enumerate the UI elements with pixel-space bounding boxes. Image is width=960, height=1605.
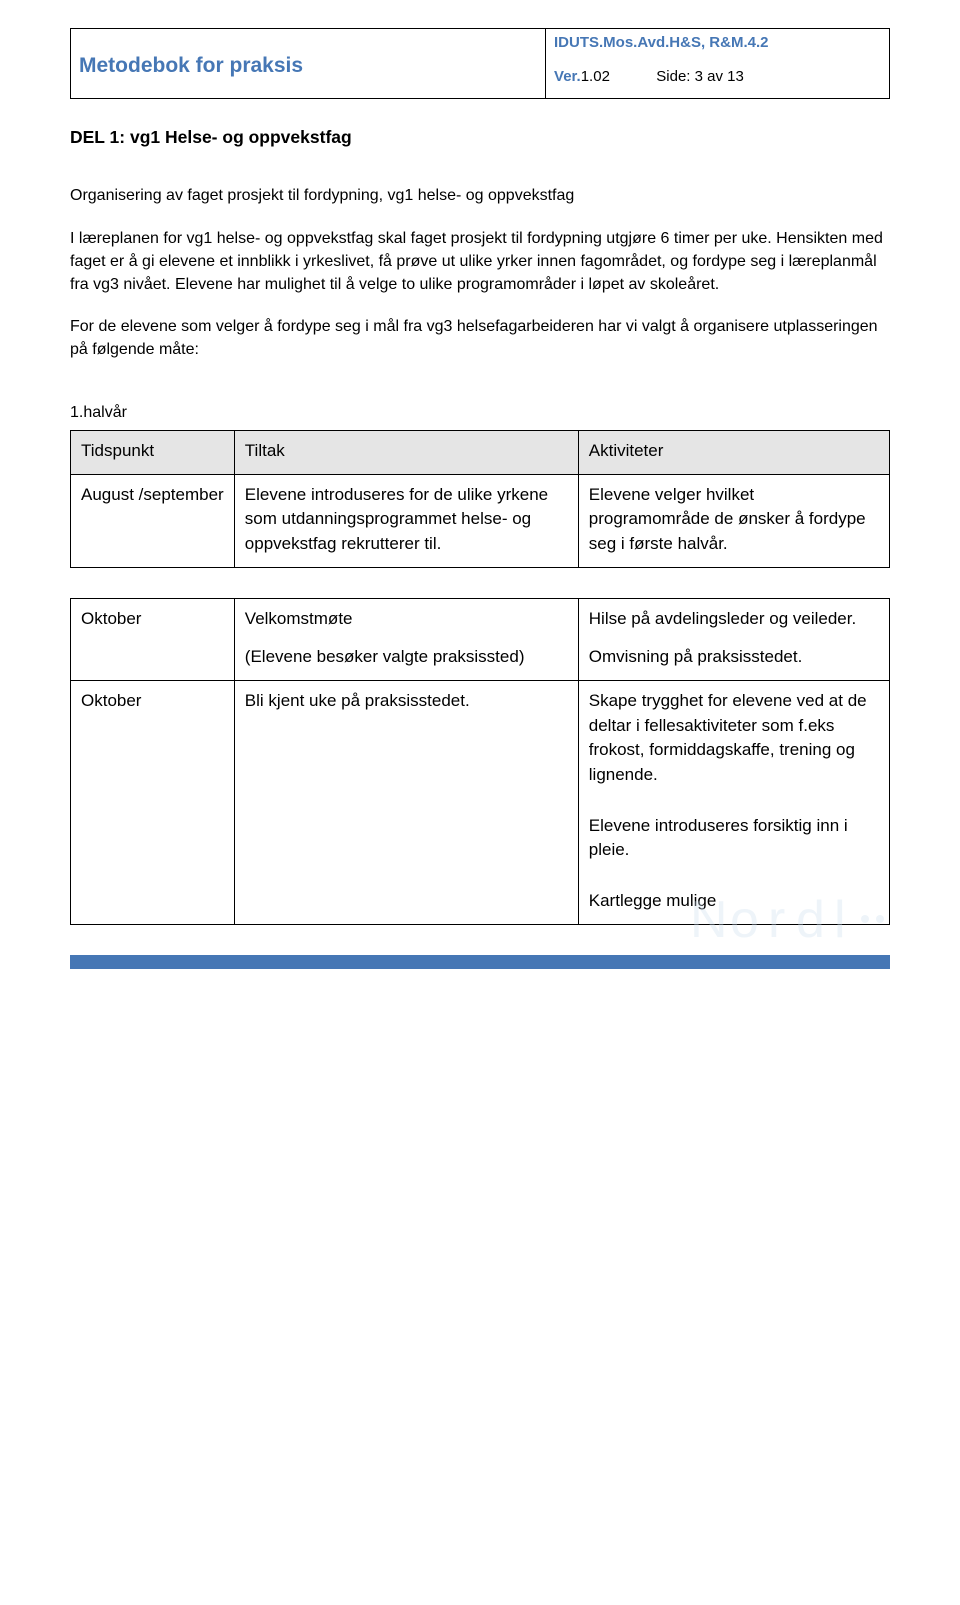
col-header-tidspunkt: Tidspunkt xyxy=(71,431,235,475)
document-header: Metodebok for praksis IDUTS.Mos.Avd.H&S,… xyxy=(70,28,890,99)
svg-text:N: N xyxy=(690,891,728,949)
activity-line: Hilse på avdelingsleder og veileder. xyxy=(589,607,879,632)
id-value: UTS.Mos.Avd.H&S, R&M.4.2 xyxy=(569,34,768,51)
cell-time: August /september xyxy=(71,474,235,567)
table-row: Oktober Velkomstmøte (Elevene besøker va… xyxy=(71,598,890,680)
cell-activity: Skape trygghet for elevene ved at de del… xyxy=(578,681,889,924)
side-value: 3 av 13 xyxy=(695,68,744,85)
cell-action: Velkomstmøte (Elevene besøker valgte pra… xyxy=(234,598,578,680)
schedule-table-2: Oktober Velkomstmøte (Elevene besøker va… xyxy=(70,598,890,925)
cell-time: Oktober xyxy=(71,598,235,680)
section-heading: DEL 1: vg1 Helse- og oppvekstfag xyxy=(70,125,890,150)
svg-text:l: l xyxy=(834,891,846,949)
table-row: Oktober Bli kjent uke på praksisstedet. … xyxy=(71,681,890,924)
cell-activity: Elevene velger hvilket programområde de … xyxy=(578,474,889,567)
ver-value: 1.02 xyxy=(581,68,610,85)
doc-title: Metodebok for praksis xyxy=(71,29,546,99)
cell-action: Elevene introduseres for de ulike yrkene… xyxy=(234,474,578,567)
schedule-table-1: Tidspunkt Tiltak Aktiviteter August /sep… xyxy=(70,430,890,568)
table-row: August /september Elevene introduseres f… xyxy=(71,474,890,567)
action-line: (Elevene besøker valgte praksissted) xyxy=(245,645,568,670)
activity-line: Omvisning på praksisstedet. xyxy=(589,645,879,670)
col-header-aktiviteter: Aktiviteter xyxy=(578,431,889,475)
id-label: ID xyxy=(554,34,569,51)
paragraph-1: I læreplanen for vg1 helse- og oppvekstf… xyxy=(70,227,890,297)
footer-bar xyxy=(70,955,890,969)
paragraph-2: For de elevene som velger å fordype seg … xyxy=(70,315,890,361)
svg-text:o: o xyxy=(730,891,759,949)
cell-time: Oktober xyxy=(71,681,235,924)
col-header-tiltak: Tiltak xyxy=(234,431,578,475)
subsection-label: 1.halvår xyxy=(70,401,890,424)
side-label: Side: xyxy=(656,68,690,85)
svg-text:d: d xyxy=(796,891,825,949)
svg-text:r: r xyxy=(768,891,785,949)
activity-line: Skape trygghet for elevene ved at de del… xyxy=(589,689,879,788)
ver-label: Ver. xyxy=(554,68,581,85)
action-line: Velkomstmøte xyxy=(245,607,568,632)
cell-action: Bli kjent uke på praksisstedet. xyxy=(234,681,578,924)
cell-activity: Hilse på avdelingsleder og veileder. Omv… xyxy=(578,598,889,680)
intro-line: Organisering av faget prosjekt til fordy… xyxy=(70,184,890,207)
doc-meta: IDUTS.Mos.Avd.H&S, R&M.4.2 Ver.1.02 Side… xyxy=(546,29,890,99)
activity-line: Elevene introduseres forsiktig inn i ple… xyxy=(589,814,879,863)
